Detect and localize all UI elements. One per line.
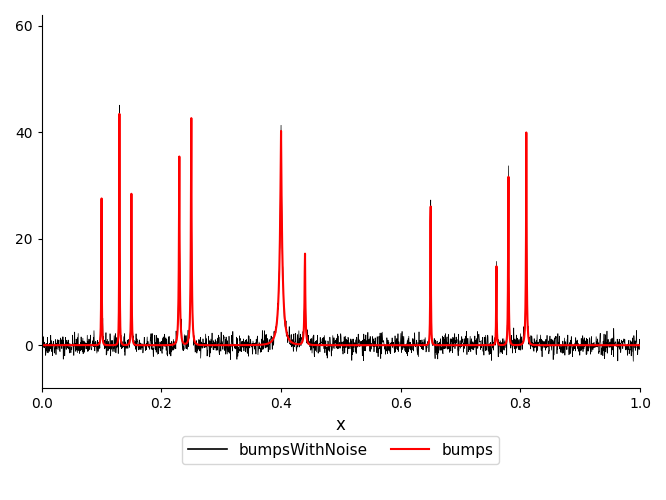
Line: bumps: bumps (42, 114, 640, 345)
bumps (211, 342, 219, 348)
bumpsWithNoise (115, 102, 123, 108)
bumps (478, 342, 486, 348)
Line: bumpsWithNoise: bumpsWithNoise (42, 105, 640, 362)
bumpsWithNoise (38, 340, 46, 345)
bumps (337, 342, 345, 348)
bumpsWithNoise (348, 338, 356, 344)
Legend: bumpsWithNoise, bumps: bumpsWithNoise, bumps (182, 436, 500, 464)
bumpsWithNoise (629, 358, 637, 364)
bumps (636, 342, 644, 348)
X-axis label: x: x (336, 416, 346, 434)
bumps (267, 339, 275, 345)
bumpsWithNoise (337, 333, 345, 339)
bumpsWithNoise (478, 342, 486, 347)
bumpsWithNoise (211, 340, 219, 346)
bumpsWithNoise (636, 342, 644, 348)
bumps (348, 342, 356, 348)
bumps (38, 342, 46, 348)
bumpsWithNoise (349, 348, 357, 354)
bumps (349, 342, 357, 348)
bumpsWithNoise (267, 336, 275, 342)
bumps (115, 111, 123, 117)
